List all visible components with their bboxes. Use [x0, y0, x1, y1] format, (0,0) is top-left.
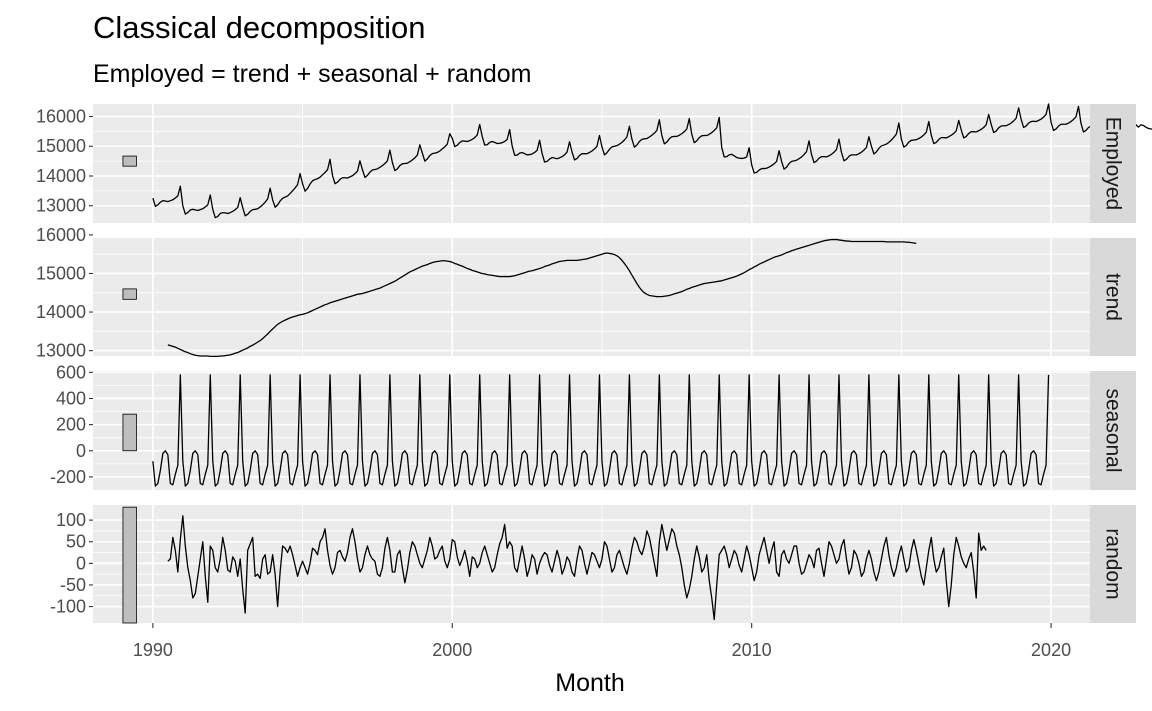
- y-tick-label: 16000: [36, 225, 86, 245]
- y-tick-label: 100: [56, 510, 86, 530]
- chart-title: Classical decomposition: [93, 10, 426, 45]
- y-tick-label: -200: [50, 467, 86, 487]
- y-tick-label: 13000: [36, 341, 86, 361]
- y-tick-label: 200: [56, 415, 86, 435]
- strip-background: [1090, 371, 1136, 490]
- y-tick-label: 600: [56, 362, 86, 382]
- strip-label: trend: [1102, 273, 1125, 321]
- strip-background: [1090, 104, 1136, 223]
- x-tick-label: 2010: [732, 640, 772, 660]
- scale-bar: [122, 288, 137, 300]
- strip-background: [1090, 505, 1136, 623]
- panel-background: [93, 238, 1090, 356]
- series-line-random: [167, 515, 987, 621]
- panel-employed: 13000 14000 15000 16000 Employed: [36, 103, 1152, 223]
- x-axis-title: Month: [555, 669, 624, 697]
- chart-subtitle: Employed = trend + seasonal + random: [93, 60, 532, 88]
- y-tick-label: 15000: [36, 263, 86, 283]
- strip-label: Employed: [1102, 117, 1125, 210]
- series-line-employed: [152, 103, 1152, 219]
- y-tick-label: -50: [60, 575, 86, 595]
- y-tick-label: 15000: [36, 136, 86, 156]
- scale-bar: [122, 413, 137, 452]
- scale-bar: [122, 506, 137, 624]
- strip-label: random: [1102, 528, 1125, 599]
- y-tick-label: 0: [76, 553, 86, 573]
- y-tick-label: 13000: [36, 196, 86, 216]
- scale-bar: [122, 155, 137, 167]
- y-tick-label: 16000: [36, 106, 86, 126]
- y-tick-label: 14000: [36, 166, 86, 186]
- y-tick-label: 50: [66, 532, 86, 552]
- series-line-seasonal: [152, 374, 1050, 487]
- series-line-trend: [167, 238, 917, 358]
- strip-background: [1090, 238, 1136, 356]
- y-tick-label: 400: [56, 388, 86, 408]
- panel-trend: 13000 14000 15000 16000 trend: [36, 225, 1136, 361]
- panel-seasonal: -200 0 200 400 600 seasonal: [50, 362, 1136, 490]
- strip-label: seasonal: [1102, 388, 1125, 472]
- y-tick-label: 14000: [36, 302, 86, 322]
- panel-background: [93, 371, 1090, 490]
- x-tick-label: 1990: [133, 640, 173, 660]
- panel-background: [93, 104, 1090, 223]
- y-tick-label: 0: [76, 441, 86, 461]
- x-tick-label: 2020: [1031, 640, 1071, 660]
- y-tick-label: -100: [50, 597, 86, 617]
- x-tick-label: 2000: [432, 640, 472, 660]
